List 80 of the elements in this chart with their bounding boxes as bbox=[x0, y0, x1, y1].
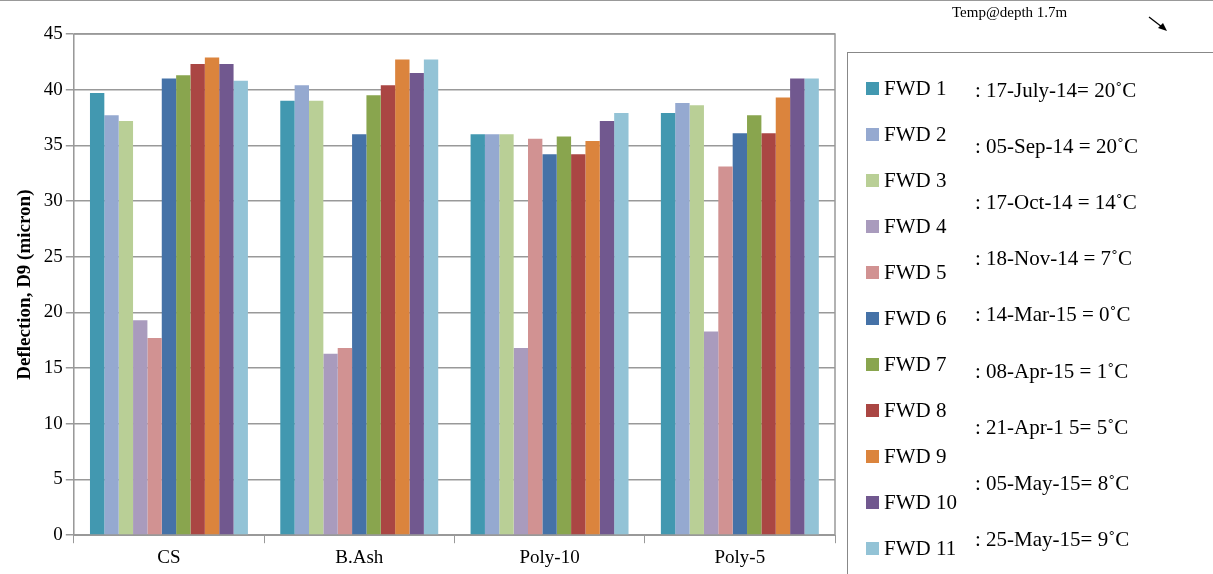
bar bbox=[104, 115, 119, 535]
y-axis-title: Deflection, D9 (micron) bbox=[13, 189, 36, 380]
text: : 14-Mar-15 = 0˚C bbox=[975, 301, 1131, 329]
bar bbox=[352, 134, 367, 535]
legend-label: FWD 3 bbox=[884, 167, 947, 192]
bar bbox=[423, 59, 439, 535]
bar bbox=[323, 353, 338, 535]
bar bbox=[775, 97, 791, 535]
text: : 05-Sep-14 = 20˚C bbox=[975, 132, 1138, 160]
legend-label: FWD 8 bbox=[884, 397, 947, 422]
x-tick-label: Poly-5 bbox=[714, 545, 766, 567]
bar bbox=[542, 154, 557, 535]
bar bbox=[395, 59, 410, 535]
bar bbox=[190, 64, 205, 535]
bar bbox=[761, 133, 776, 535]
bar bbox=[660, 113, 676, 535]
legend-label: FWD 2 bbox=[884, 121, 947, 146]
bar bbox=[484, 134, 500, 535]
legend-label: FWD 11 bbox=[884, 535, 957, 560]
legend-label: FWD 6 bbox=[884, 305, 947, 330]
bar bbox=[161, 78, 177, 535]
bar bbox=[732, 133, 748, 535]
bar bbox=[513, 348, 529, 535]
bar bbox=[337, 348, 353, 535]
legend-label: FWD 9 bbox=[884, 443, 948, 469]
y-tick-label: 25 bbox=[43, 244, 63, 266]
legend-label: FWD 4 bbox=[884, 213, 948, 239]
legend-label: FWD 1 bbox=[884, 75, 947, 100]
text: : 17-July-14= 20˚C bbox=[975, 76, 1137, 104]
y-tick-label: 5 bbox=[53, 467, 63, 489]
bar bbox=[747, 115, 762, 535]
bar bbox=[571, 154, 586, 535]
y-tick-label: 0 bbox=[53, 523, 63, 545]
y-tick-label: 15 bbox=[43, 356, 63, 378]
x-tick-label: CS bbox=[157, 545, 181, 567]
bar bbox=[528, 138, 543, 535]
text: : 05-May-15= 8˚C bbox=[975, 470, 1130, 498]
bar bbox=[118, 120, 134, 535]
y-tick-label: 35 bbox=[43, 133, 63, 155]
bar bbox=[675, 103, 690, 535]
bar bbox=[470, 134, 485, 535]
bar bbox=[233, 80, 248, 535]
text: : 08-Apr-15 = 1˚C bbox=[975, 357, 1129, 385]
bar bbox=[219, 64, 234, 535]
legend-label: FWD 5 bbox=[884, 259, 947, 284]
bar bbox=[790, 78, 805, 535]
bar bbox=[133, 320, 148, 535]
bar bbox=[718, 166, 733, 535]
bar bbox=[204, 57, 220, 535]
bar bbox=[703, 331, 719, 535]
bar bbox=[409, 72, 424, 535]
text: : 18-Nov-14 = 7˚C bbox=[975, 245, 1133, 273]
bar bbox=[599, 120, 615, 535]
legend-label: FWD 7 bbox=[884, 351, 947, 376]
y-tick-label: 20 bbox=[43, 300, 63, 322]
y-tick-label: 40 bbox=[43, 77, 63, 99]
text: : 25-May-15= 9˚C bbox=[975, 526, 1130, 554]
bar bbox=[308, 100, 324, 535]
bar bbox=[89, 93, 105, 535]
bar bbox=[176, 75, 191, 535]
text: : 17-Oct-14 = 14˚C bbox=[975, 188, 1137, 216]
bar bbox=[614, 113, 629, 535]
bar bbox=[280, 100, 295, 535]
y-tick-label: 10 bbox=[43, 411, 63, 433]
y-tick-label: 45 bbox=[43, 21, 63, 43]
text: Temp@depth 1.7m bbox=[952, 4, 1068, 21]
bar bbox=[804, 78, 819, 535]
bar bbox=[147, 338, 162, 535]
bar bbox=[380, 85, 396, 535]
bar bbox=[689, 105, 704, 535]
bar bbox=[294, 85, 309, 535]
bar bbox=[556, 136, 572, 535]
y-tick-label: 30 bbox=[43, 189, 63, 211]
bar bbox=[585, 140, 600, 535]
bar bbox=[366, 95, 381, 535]
bar bbox=[499, 134, 514, 535]
text: : 21-Apr-1 5= 5˚C bbox=[975, 413, 1129, 441]
x-tick-label: Poly-10 bbox=[519, 545, 580, 567]
x-tick-label: B.Ash bbox=[335, 545, 384, 567]
legend-label: FWD 10 bbox=[884, 489, 957, 514]
